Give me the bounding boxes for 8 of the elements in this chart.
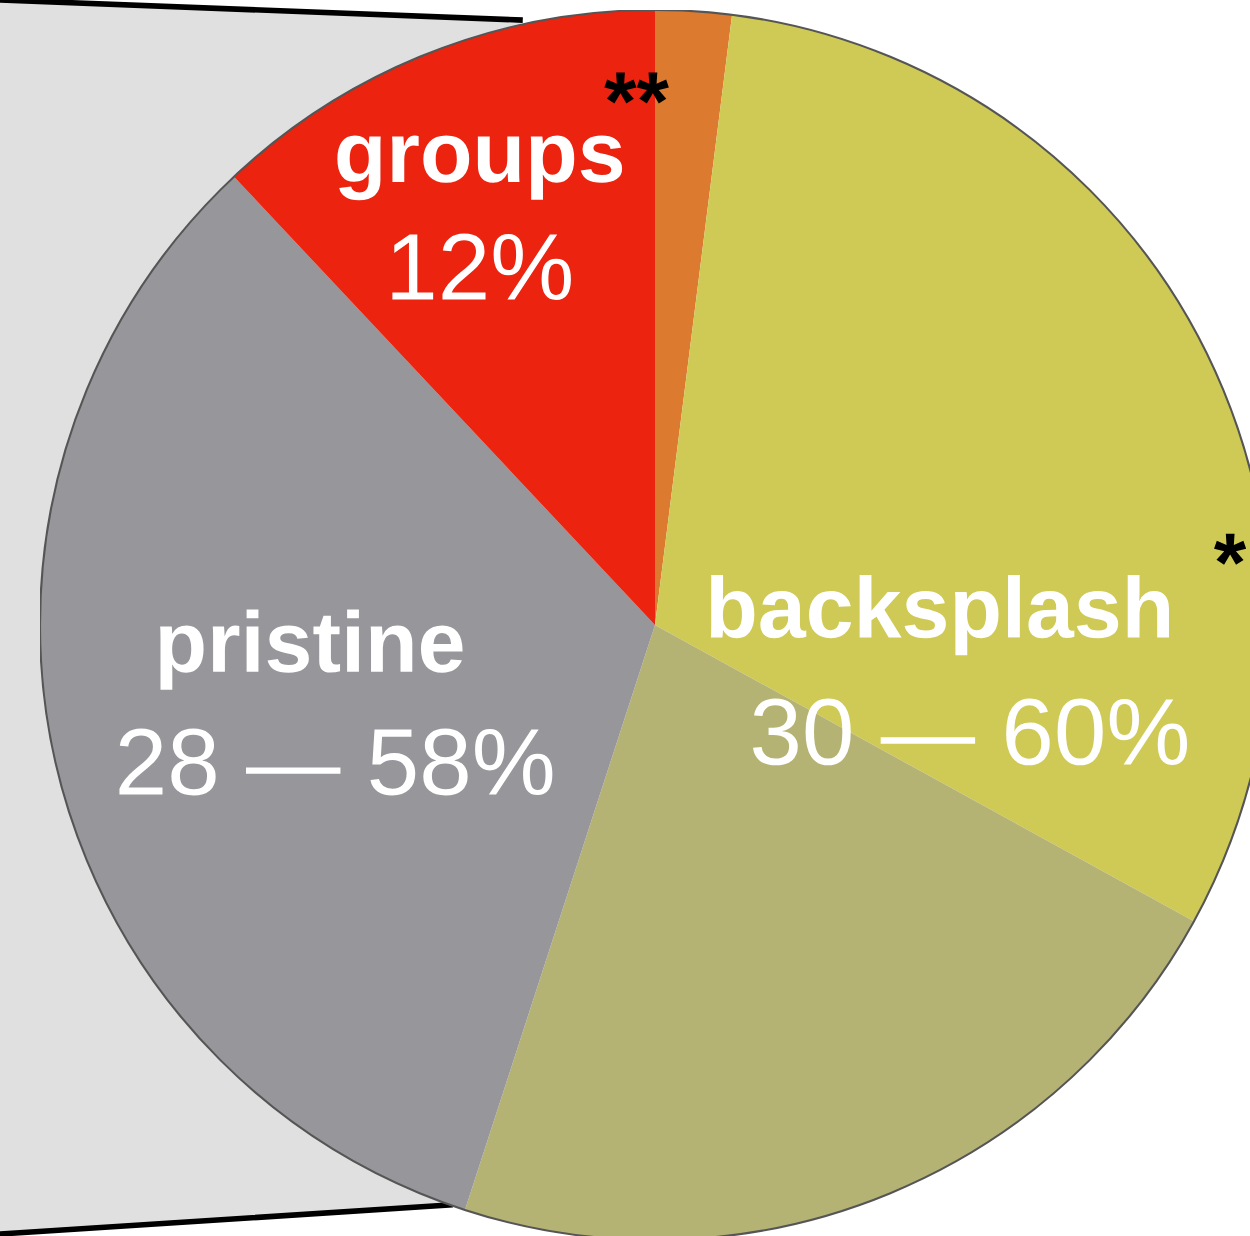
slice-label: groups <box>337 135 623 201</box>
text: 28 — 58% <box>119 728 553 796</box>
slice-label: backsplash <box>710 575 1169 656</box>
text: ** <box>604 72 669 104</box>
text: * <box>1214 533 1247 565</box>
data-label: 12% <box>392 233 571 301</box>
slice-label: pristine <box>160 609 463 690</box>
text: 30 — 60% <box>752 698 1188 766</box>
